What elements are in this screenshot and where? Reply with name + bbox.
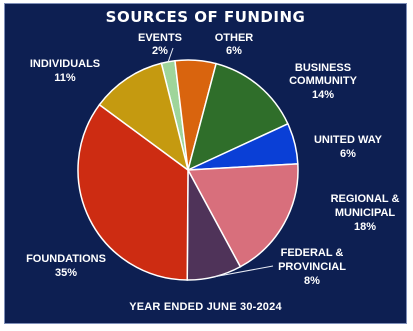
chart-title: SOURCES OF FUNDING xyxy=(105,8,306,26)
slice-label-business-line1: BUSINESS xyxy=(295,62,351,74)
slice-label-regional-line2: MUNICIPAL xyxy=(335,207,396,219)
leader-line-federal xyxy=(214,265,274,278)
leader-line-events xyxy=(167,47,174,62)
pie-slices xyxy=(77,59,299,281)
leader-lines xyxy=(167,47,274,278)
chart-footer: YEAR ENDED JUNE 30-2024 xyxy=(129,301,282,313)
slice-value-other: 6% xyxy=(226,45,242,57)
slice-value-regional: 18% xyxy=(354,221,376,233)
slice-label-federal-line2: PROVINCIAL xyxy=(278,261,346,273)
slice-label-foundations: FOUNDATIONS xyxy=(26,253,106,265)
slice-value-individuals: 11% xyxy=(54,72,76,84)
slice-label-united-way: UNITED WAY xyxy=(314,134,383,146)
slice-value-business: 14% xyxy=(312,89,334,101)
slice-label-individuals: INDIVIDUALS xyxy=(30,58,100,70)
pie-slice-business-community xyxy=(186,62,289,172)
slice-value-events: 2% xyxy=(152,45,168,57)
pie-slice-regional-municipal xyxy=(186,163,299,268)
pie-slice-individuals xyxy=(98,62,190,172)
slice-value-united-way: 6% xyxy=(340,148,356,160)
slice-value-foundations: 35% xyxy=(55,267,77,279)
slice-label-other: OTHER xyxy=(215,32,254,44)
pie-chart: EVENTS 2% OTHER 6% BUSINESS COMMUNITY 14… xyxy=(26,32,400,287)
slice-label-regional-line1: REGIONAL & xyxy=(331,193,400,205)
chart-frame: SOURCES OF FUNDING EVENTS 2% OTHER 6% BU… xyxy=(4,3,407,324)
slice-label-federal-line1: FEDERAL & xyxy=(281,247,344,259)
slice-label-business-line2: COMMUNITY xyxy=(289,75,357,87)
slice-value-federal: 8% xyxy=(304,275,320,287)
slice-label-events: EVENTS xyxy=(138,32,182,44)
pie-slice-foundations xyxy=(77,103,189,281)
